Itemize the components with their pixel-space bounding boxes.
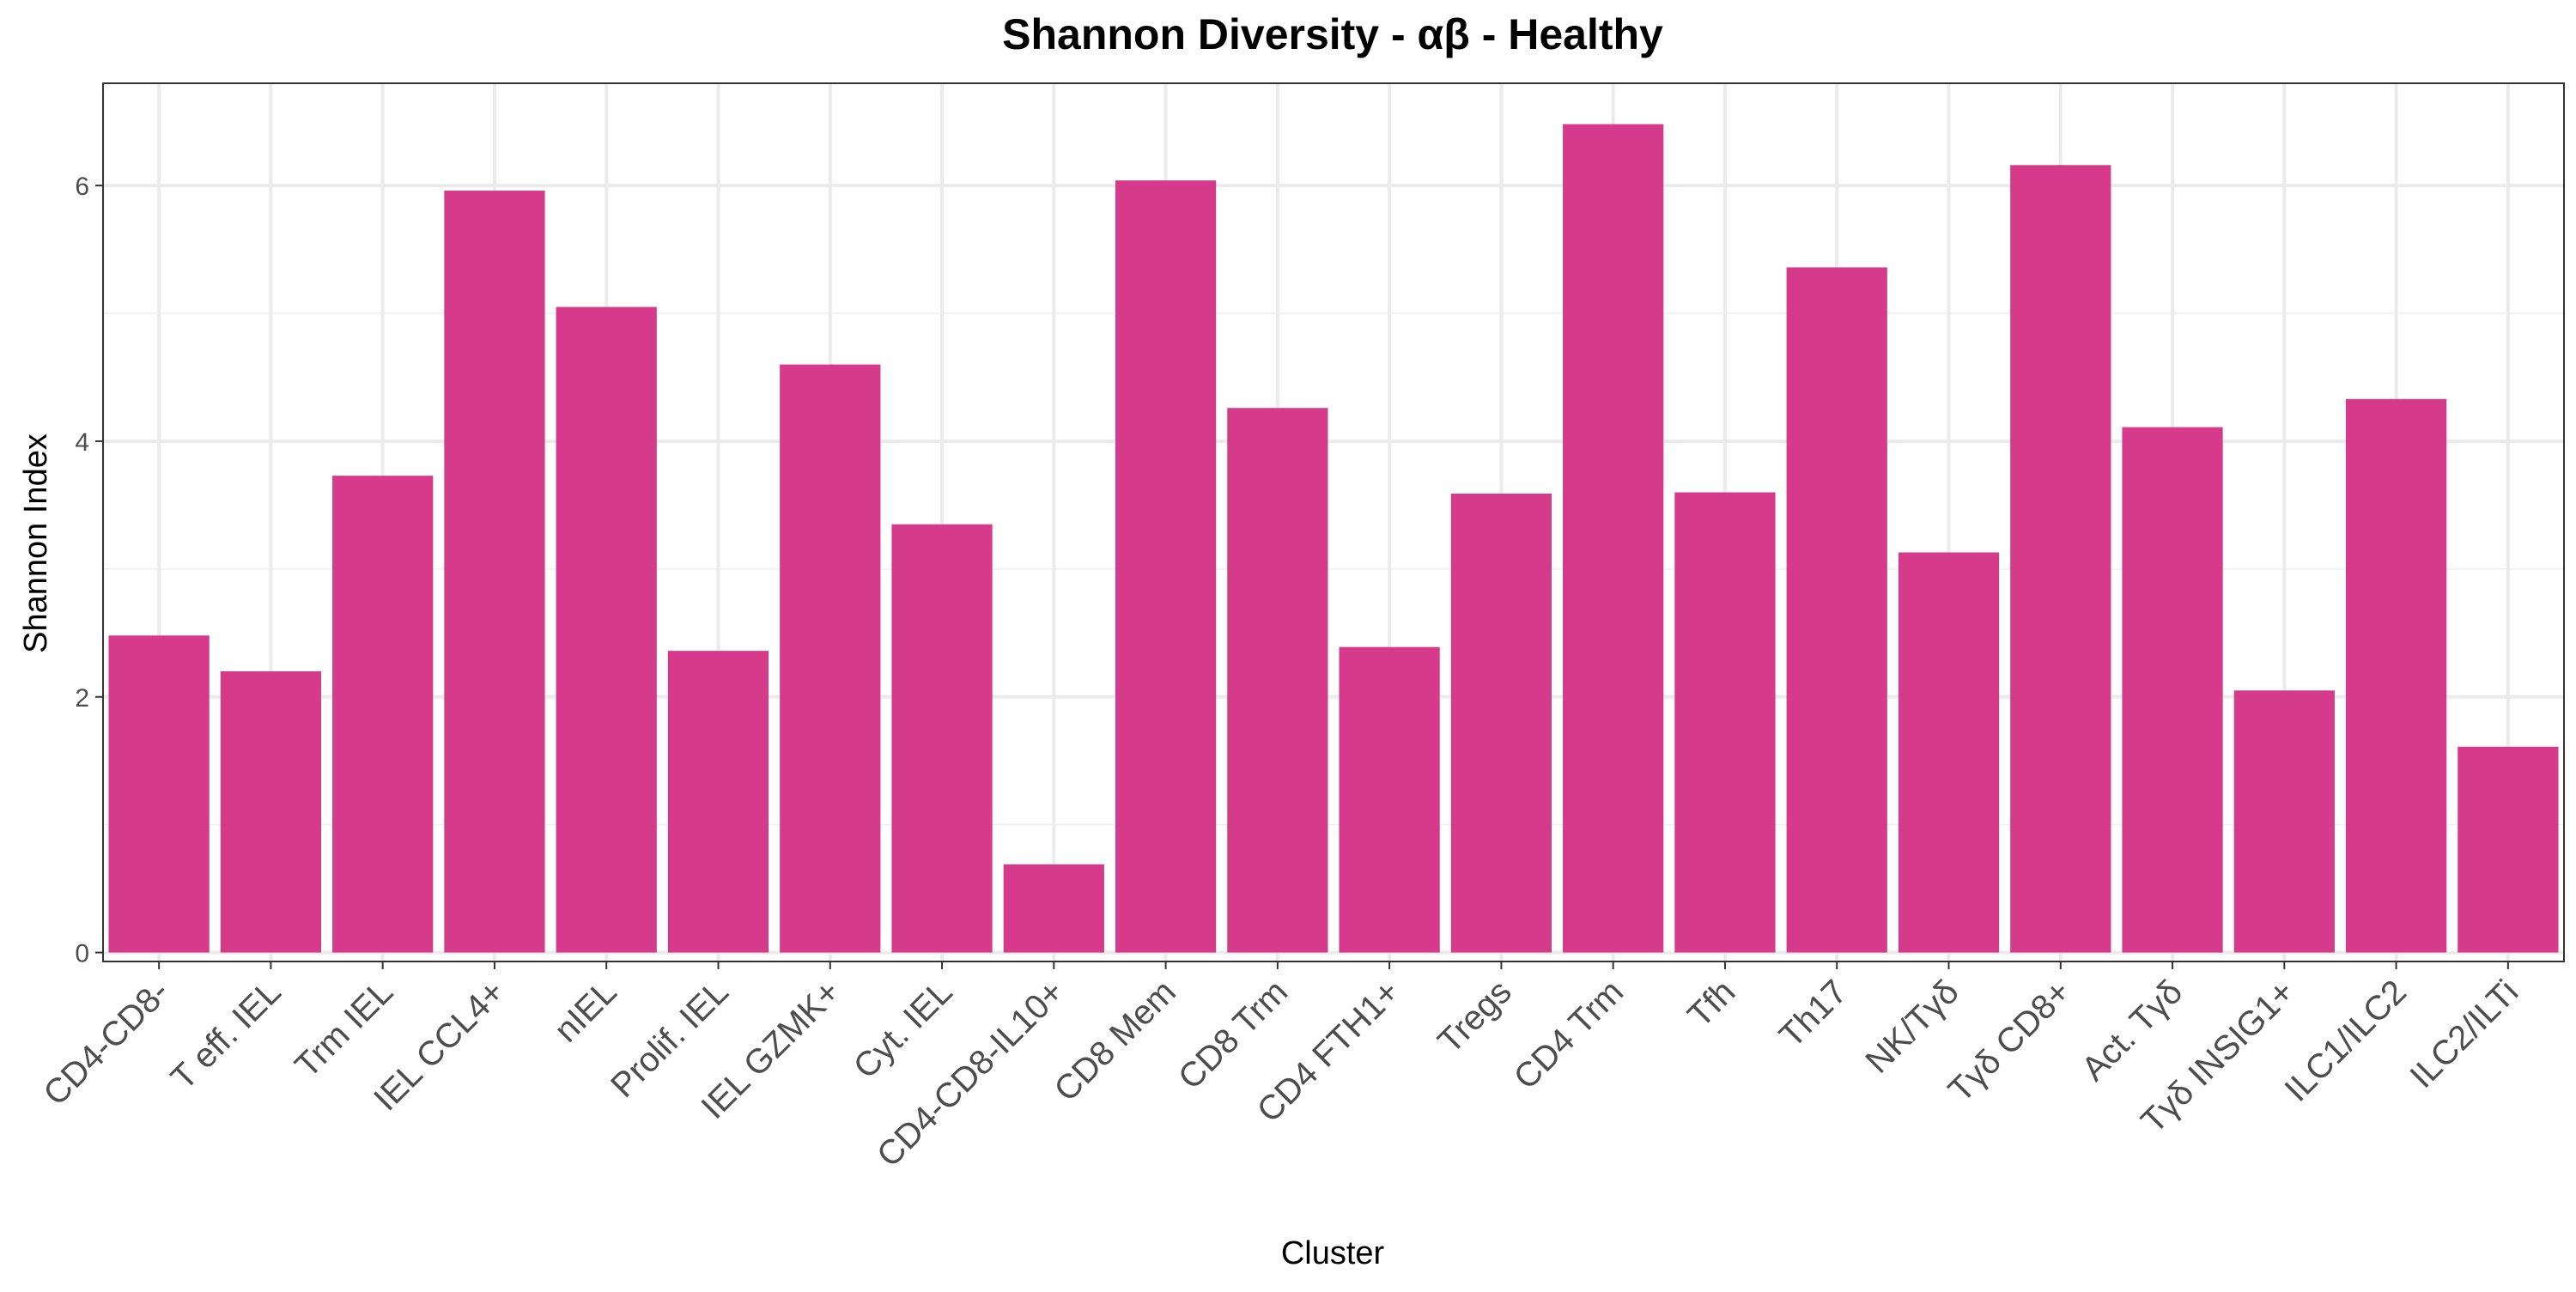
bar bbox=[1450, 493, 1552, 953]
bar bbox=[2122, 427, 2223, 953]
y-tick-label: 6 bbox=[75, 173, 89, 201]
y-tick-label: 4 bbox=[75, 428, 89, 457]
bar bbox=[1003, 864, 1104, 953]
bar bbox=[667, 651, 769, 953]
bar bbox=[891, 524, 993, 953]
bar bbox=[444, 191, 545, 953]
chart-title: Shannon Diversity - αβ - Healthy bbox=[1002, 10, 1663, 58]
y-tick-label: 2 bbox=[75, 684, 89, 713]
bar bbox=[2345, 398, 2447, 953]
x-axis-title: Cluster bbox=[1281, 1235, 1385, 1271]
bar bbox=[1339, 646, 1440, 953]
bar bbox=[2458, 746, 2559, 953]
bar bbox=[1674, 492, 1776, 953]
bar bbox=[1227, 408, 1328, 953]
bar bbox=[1786, 267, 1887, 953]
bar bbox=[1563, 124, 1664, 953]
bar bbox=[332, 476, 434, 953]
bar bbox=[220, 670, 322, 953]
bar bbox=[780, 364, 881, 953]
y-tick-label: 0 bbox=[75, 940, 89, 968]
bar bbox=[2233, 690, 2335, 953]
bar bbox=[556, 306, 657, 953]
bar bbox=[2010, 165, 2111, 953]
bar bbox=[108, 635, 210, 953]
bar bbox=[1115, 180, 1217, 953]
y-axis-title: Shannon Index bbox=[18, 434, 54, 653]
bars bbox=[108, 124, 2559, 953]
plot-border bbox=[102, 82, 2565, 962]
bar bbox=[1898, 552, 2000, 953]
